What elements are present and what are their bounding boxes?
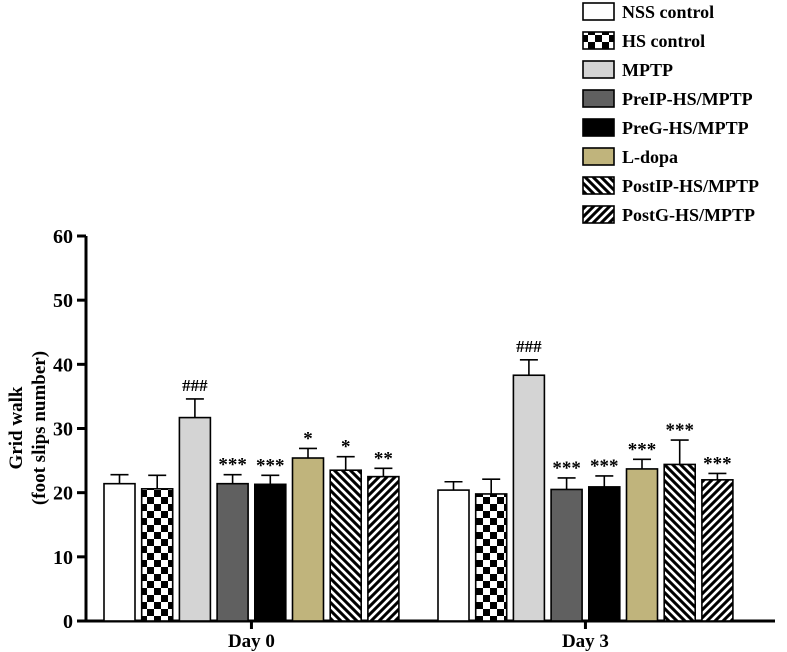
bar xyxy=(512,374,546,622)
significance-label: ### xyxy=(182,376,208,395)
legend-label: PreG-HS/MPTP xyxy=(622,118,749,138)
legend-swatch xyxy=(582,89,615,108)
y-tick-label: 50 xyxy=(53,290,73,312)
y-tick-label: 20 xyxy=(53,483,73,505)
legend: NSS control HS control MPTP PreIP-HS/MPTP Pr… xyxy=(582,2,759,225)
legend-swatch xyxy=(582,31,615,50)
legend-label: PreIP-HS/MPTP xyxy=(622,89,753,109)
legend-swatch xyxy=(582,60,615,79)
significance-label: *** xyxy=(703,453,732,474)
legend-swatch xyxy=(582,2,615,21)
legend-swatch xyxy=(582,176,615,195)
y-axis: 0 10 20 30 40 50 60 xyxy=(53,226,88,633)
legend-label: PostG-HS/MPTP xyxy=(622,205,755,225)
y-axis-label-line-1: Grid walk xyxy=(6,386,27,469)
bar xyxy=(550,488,583,622)
bar xyxy=(103,482,136,622)
significance-label: * xyxy=(303,428,313,449)
legend-swatch xyxy=(582,118,615,137)
bar xyxy=(587,486,621,622)
bar xyxy=(178,416,212,622)
significance-label: *** xyxy=(256,455,285,476)
bar xyxy=(474,493,508,622)
significance-label: *** xyxy=(218,455,247,476)
legend-label: HS control xyxy=(622,31,705,51)
legend-label: L-dopa xyxy=(622,147,678,167)
bar xyxy=(625,468,659,622)
y-tick-label: 60 xyxy=(53,226,73,248)
y-tick-label: 30 xyxy=(53,419,73,441)
y-tick-label: 10 xyxy=(53,547,73,569)
bar xyxy=(437,489,470,622)
legend-label: MPTP xyxy=(622,60,673,80)
bar xyxy=(140,488,174,622)
significance-label: *** xyxy=(590,456,619,477)
y-axis-label: Grid walk (foot slips number) xyxy=(6,351,50,505)
legend-label: PostIP-HS/MPTP xyxy=(622,176,759,196)
bar xyxy=(701,479,734,622)
significance-label: *** xyxy=(628,439,657,460)
significance-label: ** xyxy=(374,448,393,469)
significance-label: * xyxy=(341,437,351,458)
significance-label: ### xyxy=(516,337,542,356)
legend-label: NSS control xyxy=(622,2,714,22)
x-tick-label: Day 3 xyxy=(562,631,609,652)
bar xyxy=(291,457,325,622)
y-tick-label: 40 xyxy=(53,354,73,376)
y-axis-label-line-2: (foot slips number) xyxy=(29,351,50,505)
bar xyxy=(663,463,697,622)
bar xyxy=(216,482,249,622)
y-tick-label: 0 xyxy=(63,611,73,633)
bars: ###*** **** ***###*** ************ xyxy=(103,337,734,622)
legend-swatch xyxy=(582,205,615,224)
significance-label: *** xyxy=(665,420,694,441)
bar xyxy=(367,475,400,622)
significance-label: *** xyxy=(552,458,581,479)
bar xyxy=(329,469,363,622)
x-axis: Day 0 Day 3 xyxy=(86,619,775,652)
x-tick-label: Day 0 xyxy=(228,631,275,652)
bar xyxy=(254,483,287,622)
legend-swatch xyxy=(582,147,615,166)
